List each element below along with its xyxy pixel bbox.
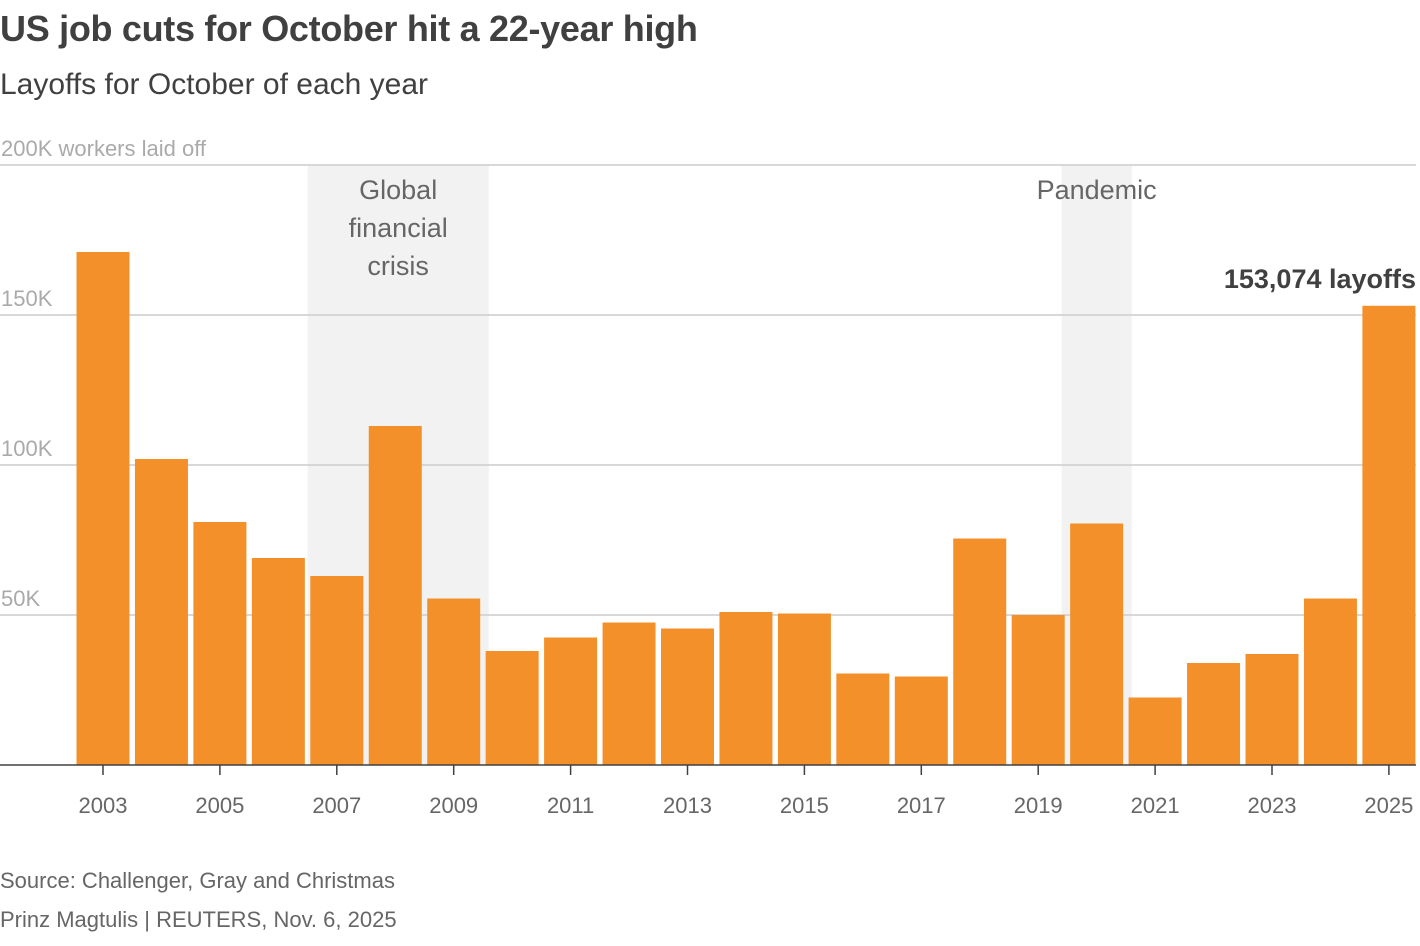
shaded-period-label-line: Pandemic bbox=[1037, 175, 1157, 205]
bars bbox=[76, 252, 1416, 765]
x-tick-label-2021: 2021 bbox=[1131, 793, 1180, 818]
bar-2014 bbox=[719, 612, 773, 765]
x-tick-label-2023: 2023 bbox=[1248, 793, 1297, 818]
bar-2020 bbox=[1070, 523, 1124, 765]
bar-2015 bbox=[777, 613, 831, 765]
y-tick-label-100K: 100K bbox=[1, 436, 53, 461]
gridlines: 50K 100K 150K 200K workers laid off bbox=[0, 136, 1416, 616]
bar-2006 bbox=[251, 558, 305, 765]
shaded-period-label-0: Global financial crisis bbox=[349, 175, 448, 281]
bar-2003 bbox=[76, 252, 130, 765]
chart-subtitle: Layoffs for October of each year bbox=[0, 68, 429, 101]
x-tick-label-2015: 2015 bbox=[780, 793, 829, 818]
bar-2017 bbox=[894, 676, 948, 765]
bar-2007 bbox=[310, 576, 364, 765]
callout-label: 153,074 layoffs bbox=[1224, 264, 1416, 294]
shaded-period-label-line: Global bbox=[359, 175, 437, 205]
x-tick-label-2019: 2019 bbox=[1014, 793, 1063, 818]
credit-line: Prinz Magtulis | REUTERS, Nov. 6, 2025 bbox=[0, 907, 397, 932]
x-tick-label-2009: 2009 bbox=[429, 793, 478, 818]
x-tick-label-2017: 2017 bbox=[897, 793, 946, 818]
y-tick-label-200K: 200K workers laid off bbox=[1, 136, 207, 161]
y-tick-label-50K: 50K bbox=[1, 586, 40, 611]
shaded-period-label-line: financial bbox=[349, 213, 448, 243]
shaded-period-label-line: crisis bbox=[367, 251, 429, 281]
x-tick-label-2011: 2011 bbox=[547, 793, 594, 818]
bar-2023 bbox=[1245, 654, 1299, 765]
bar-2012 bbox=[602, 622, 656, 765]
shaded-period-label-1: Pandemic bbox=[1037, 175, 1157, 205]
x-axis-ticks: 2003 2005 2007 2009 2011 2013 2015 2017 2019 2021… bbox=[79, 765, 1413, 818]
annotations: Global financial crisis Pandemic 153,074 lay… bbox=[349, 175, 1416, 294]
x-tick-label-2013: 2013 bbox=[663, 793, 712, 818]
bar-2004 bbox=[134, 459, 188, 765]
bar-2024 bbox=[1303, 598, 1357, 765]
x-tick-label-2025: 2025 bbox=[1364, 793, 1413, 818]
bar-2019 bbox=[1011, 615, 1065, 765]
bar-2016 bbox=[836, 673, 890, 765]
bar-2025 bbox=[1362, 305, 1416, 765]
source-note: Source: Challenger, Gray and Christmas bbox=[0, 868, 395, 893]
chart-title: US job cuts for October hit a 22-year hi… bbox=[0, 8, 698, 49]
y-tick-label-150K: 150K bbox=[1, 286, 53, 311]
x-tick-label-2005: 2005 bbox=[195, 793, 244, 818]
bar-2009 bbox=[427, 598, 481, 765]
bar-2013 bbox=[661, 628, 714, 765]
bar-2022 bbox=[1187, 663, 1241, 765]
x-tick-label-2003: 2003 bbox=[79, 793, 128, 818]
bar-2005 bbox=[193, 522, 247, 765]
bar-2021 bbox=[1128, 697, 1182, 765]
bar-2008 bbox=[368, 426, 422, 765]
bar-2011 bbox=[544, 637, 598, 765]
x-tick-label-2007: 2007 bbox=[312, 793, 361, 818]
bar-2010 bbox=[485, 651, 539, 765]
bar-2018 bbox=[953, 538, 1007, 765]
